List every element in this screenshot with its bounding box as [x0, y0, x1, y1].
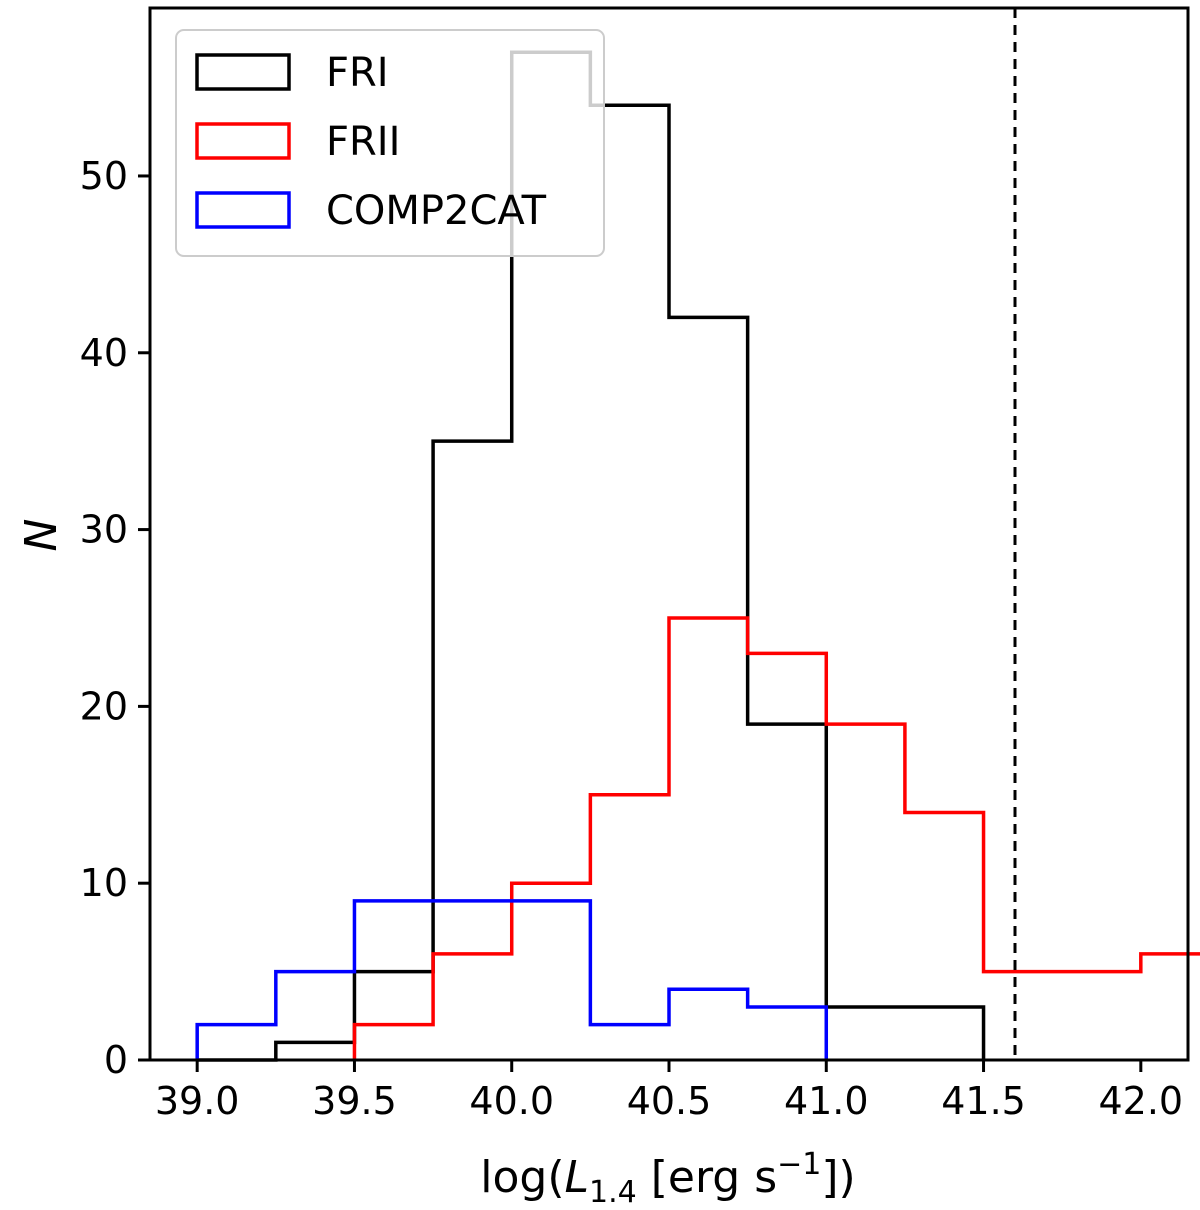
x-axis: 39.0 39.5 40.0 40.5 41.0 41.5 42.0 — [155, 1060, 1183, 1123]
legend-swatch-comp2cat — [195, 191, 291, 229]
series-frii-line — [352, 616, 1200, 1060]
x-tick-label: 39.5 — [312, 1079, 397, 1123]
legend-frame — [175, 29, 605, 257]
y-tick-label: 30 — [80, 508, 128, 552]
legend-entries: FRI FRII COMP2CAT — [195, 50, 547, 234]
x-axis-label: log(L1.4 [erg s−1]) — [480, 1147, 855, 1210]
y-axis-label: N — [16, 519, 67, 552]
x-axis-label-sup: −1 — [777, 1147, 821, 1182]
legend-label-frii: FRII — [326, 119, 400, 165]
y-tick-label: 20 — [80, 684, 128, 728]
legend-label-fri: FRI — [326, 50, 389, 96]
x-tick-label: 39.0 — [155, 1079, 240, 1123]
x-tick-label: 41.0 — [784, 1079, 869, 1123]
y-tick-label: 50 — [80, 154, 128, 198]
legend-label-comp2cat: COMP2CAT — [326, 188, 547, 234]
x-tick-label: 41.5 — [941, 1079, 1026, 1123]
series-comp2cat-line — [195, 899, 829, 1060]
x-axis-label-var: L — [565, 1152, 590, 1203]
x-axis-label-sub: 1.4 — [589, 1175, 637, 1210]
x-axis-label-close: ]) — [821, 1152, 855, 1203]
x-tick-label: 42.0 — [1099, 1079, 1184, 1123]
y-tick-label: 0 — [104, 1038, 128, 1082]
x-axis-label-prefix: log( — [480, 1152, 564, 1203]
x-tick-label: 40.0 — [469, 1079, 554, 1123]
legend-swatch-frii — [195, 122, 291, 160]
y-tick-label: 10 — [80, 861, 128, 905]
y-axis: 0 10 20 30 40 50 — [80, 154, 150, 1082]
x-axis-label-unit: [erg s — [637, 1152, 777, 1203]
legend-swatch-fri — [195, 53, 291, 91]
y-tick-label: 40 — [80, 331, 128, 375]
x-tick-label: 40.5 — [627, 1079, 712, 1123]
legend: FRI FRII COMP2CAT — [175, 29, 605, 257]
